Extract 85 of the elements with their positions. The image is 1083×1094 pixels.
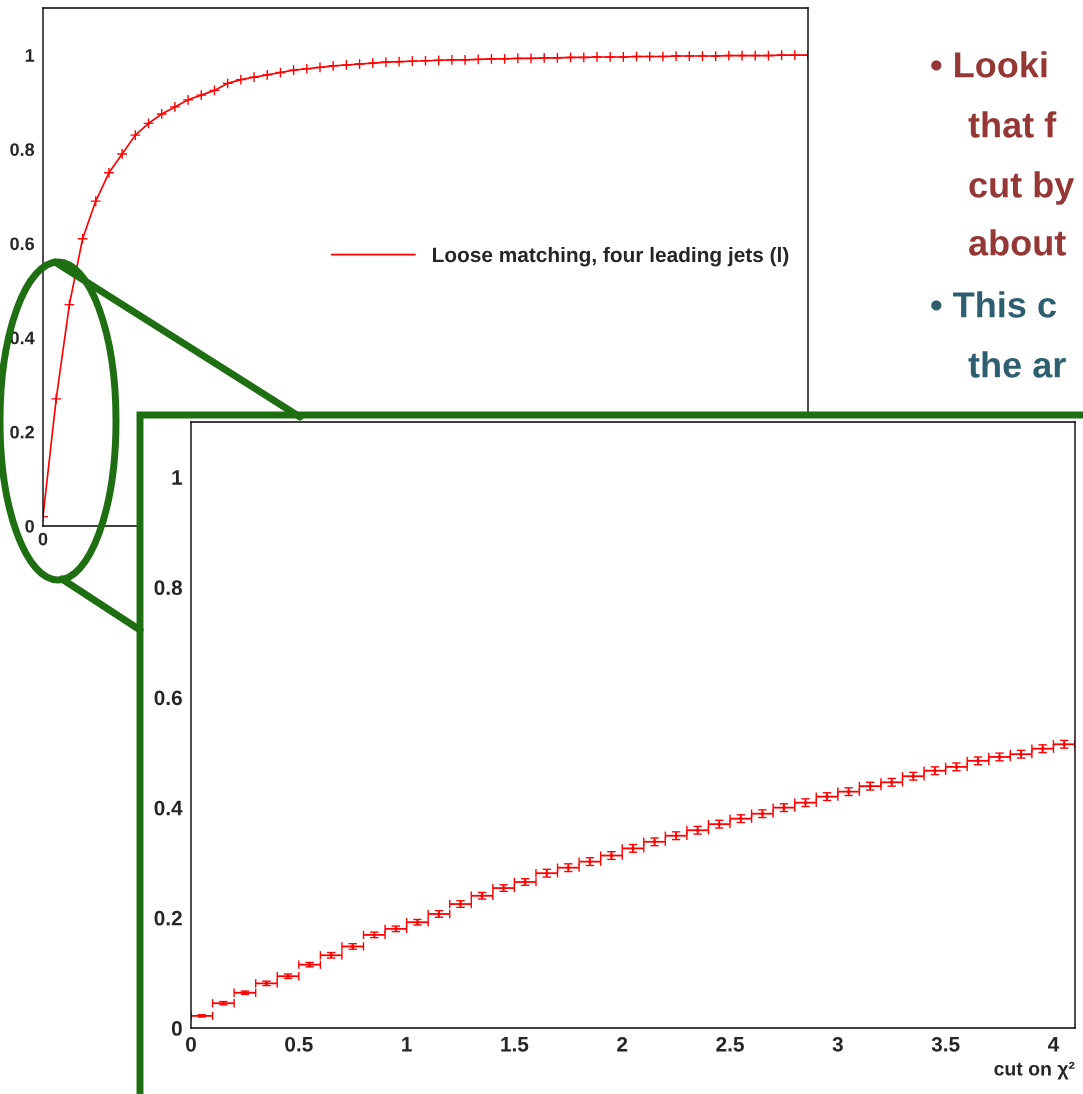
- x-tick-label: 2: [617, 1036, 628, 1052]
- point: [142, 117, 155, 129]
- point: [419, 55, 432, 67]
- x-tick-label: 1.5: [501, 1037, 529, 1052]
- x-tick-label: 0.5: [285, 1036, 313, 1052]
- point: [551, 52, 563, 64]
- point: [736, 50, 748, 62]
- point: [393, 56, 405, 68]
- point: [578, 51, 590, 64]
- point: [670, 50, 682, 62]
- x-tick-label: 3.5: [931, 1036, 960, 1052]
- x-tick-label: 3: [832, 1036, 843, 1052]
- point: [525, 52, 537, 64]
- point: [90, 195, 102, 207]
- point: [156, 108, 168, 120]
- x-tick-label: 2.5: [716, 1036, 744, 1052]
- point: [644, 50, 656, 63]
- point: [696, 50, 709, 62]
- point: [538, 52, 550, 64]
- y-tick-label: 0.2: [154, 910, 182, 926]
- point: [301, 63, 313, 75]
- point: [604, 51, 616, 63]
- x-tick-label: 4: [1047, 1037, 1060, 1052]
- point: [222, 77, 234, 89]
- point: [512, 52, 524, 64]
- y-tick-label: 0: [171, 1021, 182, 1036]
- text: • This c: [931, 291, 1056, 318]
- point: [485, 53, 498, 65]
- point: [353, 58, 366, 70]
- point: [103, 167, 115, 179]
- point: [591, 51, 603, 63]
- text: • Looki: [931, 51, 1047, 78]
- point: [129, 129, 141, 141]
- point: [657, 50, 669, 63]
- y-tick-label: 1: [172, 470, 183, 485]
- point: [683, 50, 695, 62]
- point: [288, 64, 300, 76]
- text: that f: [968, 111, 1057, 138]
- legend-label: Loose matching, four leading jets (l): [433, 246, 789, 267]
- point: [499, 53, 511, 65]
- point: [327, 60, 339, 72]
- point: [274, 66, 286, 79]
- text: about: [969, 229, 1066, 256]
- point: [340, 59, 352, 71]
- point: [314, 61, 326, 73]
- point: [749, 50, 761, 62]
- text: cut by: [969, 171, 1075, 205]
- text: 0: [38, 532, 48, 546]
- point: [261, 69, 273, 81]
- point: [776, 49, 788, 61]
- point: [380, 56, 392, 68]
- point: [116, 148, 128, 160]
- point: [367, 57, 379, 69]
- y-tick-label: 0.6: [10, 237, 35, 251]
- point: [248, 71, 260, 83]
- y-tick-label: 0.8: [10, 143, 35, 156]
- point: [433, 54, 445, 66]
- point: [50, 393, 62, 405]
- point: [472, 53, 484, 65]
- point: [182, 94, 194, 106]
- y-tick-label: 0.6: [154, 690, 182, 706]
- point: [565, 51, 577, 64]
- x-tick-label: 0: [186, 1036, 196, 1052]
- point: [710, 50, 722, 62]
- x-tick-label: 1: [402, 1037, 412, 1052]
- point: [77, 233, 89, 245]
- point: [617, 51, 629, 63]
- y-tick-label: 0.8: [154, 580, 183, 596]
- point: [630, 50, 643, 63]
- y-tick-label: 0.2: [10, 425, 34, 439]
- x-axis-title: cut on χ²: [994, 1061, 1075, 1080]
- point: [63, 299, 75, 311]
- point: [208, 84, 221, 96]
- text: the ar: [968, 351, 1066, 378]
- point: [762, 50, 774, 62]
- point: [723, 50, 735, 62]
- point: [169, 101, 181, 113]
- point: [674, 834, 678, 838]
- point: [195, 89, 207, 101]
- point: [235, 74, 247, 86]
- y-tick-label: 0.4: [154, 800, 183, 816]
- y-tick-label: 1: [25, 49, 35, 62]
- y-tick-label: 0: [25, 519, 34, 533]
- point: [446, 54, 458, 66]
- point: [406, 55, 418, 67]
